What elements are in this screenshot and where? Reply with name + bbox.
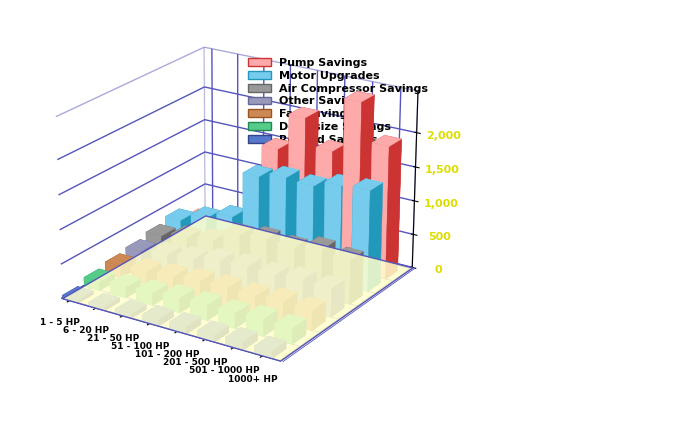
Legend: Pump Savings, Motor Upgrades, Air Compressor Savings, Other Savings, Fan Savings: Pump Savings, Motor Upgrades, Air Compre… [244, 53, 433, 149]
